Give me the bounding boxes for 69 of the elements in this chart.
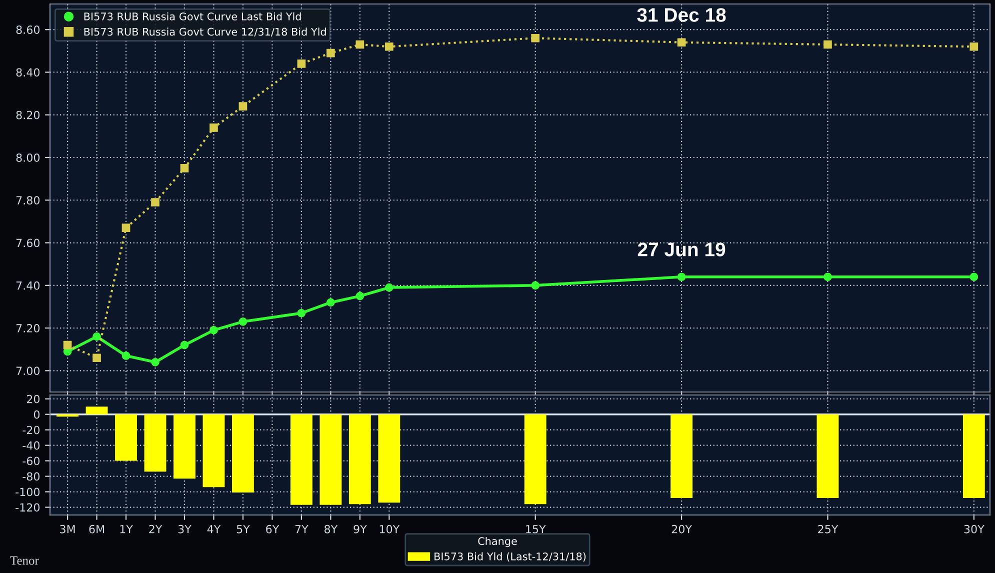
point bbox=[63, 340, 72, 350]
point bbox=[970, 42, 978, 51]
point bbox=[122, 224, 130, 232]
legend-label: BI573 Bid Yld (Last-12/31/18) bbox=[434, 552, 586, 562]
x-tick-label: 3Y bbox=[178, 524, 192, 534]
legend-title: Change bbox=[478, 537, 517, 548]
x-tick-label: 5Y bbox=[236, 525, 250, 534]
point bbox=[384, 42, 394, 51]
x-tick-label: 7Y bbox=[295, 525, 308, 534]
point bbox=[356, 40, 364, 49]
x-tick-label: 25Y bbox=[818, 524, 838, 534]
point bbox=[92, 354, 101, 362]
y-tick-label: -20 bbox=[22, 426, 40, 434]
y-tick-label: 7.60 bbox=[16, 238, 40, 248]
point bbox=[210, 123, 218, 132]
point bbox=[238, 102, 248, 110]
annotation: 27 Jun 19 bbox=[638, 242, 726, 256]
y-tick-label: -40 bbox=[22, 441, 40, 450]
annotation: 31 Dec 18 bbox=[637, 8, 726, 22]
point bbox=[210, 326, 218, 334]
point bbox=[970, 272, 978, 282]
y-tick-label: 7.80 bbox=[16, 196, 40, 205]
point bbox=[297, 308, 306, 318]
point bbox=[238, 317, 248, 326]
x-tick-label: 15Y bbox=[526, 525, 546, 534]
y-tick-label: -100 bbox=[16, 488, 40, 496]
point bbox=[356, 292, 364, 300]
x-tick-label: 9Y bbox=[354, 524, 367, 534]
x-tick-label: 10Y bbox=[380, 524, 400, 534]
x-tick-label: 4Y bbox=[207, 525, 221, 534]
point bbox=[122, 352, 130, 360]
point bbox=[677, 38, 686, 47]
y-tick-label: 7.40 bbox=[16, 281, 40, 290]
point bbox=[326, 48, 335, 58]
point bbox=[384, 283, 394, 292]
y-tick-label: 20 bbox=[26, 394, 40, 404]
y-tick-label: 7.20 bbox=[16, 324, 40, 332]
y-tick-label: 8.40 bbox=[16, 68, 40, 77]
y-tick-label: 0 bbox=[34, 410, 40, 419]
point bbox=[677, 272, 686, 282]
x-tick-label: 6Y bbox=[266, 524, 280, 534]
y-tick-label: 8.00 bbox=[16, 153, 40, 162]
point bbox=[180, 340, 189, 350]
x-tick-label: 8Y bbox=[324, 524, 338, 534]
y-tick-label: -80 bbox=[22, 472, 40, 481]
y-tick-label: -120 bbox=[16, 503, 40, 512]
y-tick-label: 8.60 bbox=[16, 26, 40, 34]
y-tick-label: 8.20 bbox=[16, 110, 40, 120]
point bbox=[180, 164, 189, 172]
x-tick-label: 6M bbox=[89, 524, 104, 534]
x-tick-label: 1Y bbox=[120, 525, 133, 534]
point bbox=[151, 198, 160, 206]
legend-label: BI573 RUB Russia Govt Curve 12/31/18 Bid Yld bbox=[84, 28, 326, 37]
point bbox=[326, 298, 335, 307]
x-tick-label: 2Y bbox=[149, 524, 162, 534]
y-tick-label: -60 bbox=[22, 456, 40, 466]
point bbox=[824, 40, 832, 49]
x-tick-label: 3M bbox=[60, 524, 75, 534]
legend-label: BI573 RUB Russia Govt Curve Last Bid Yld bbox=[84, 12, 301, 20]
x-tick-label: 20Y bbox=[672, 524, 692, 534]
x-tick-label: 30Y bbox=[964, 524, 984, 534]
point bbox=[531, 281, 540, 290]
y-tick-label: 7.00 bbox=[16, 366, 40, 376]
point bbox=[531, 34, 540, 42]
x-axis-title: Tenor bbox=[10, 556, 39, 565]
point bbox=[92, 332, 101, 341]
point bbox=[151, 358, 160, 366]
point bbox=[297, 60, 306, 68]
point bbox=[824, 272, 832, 282]
